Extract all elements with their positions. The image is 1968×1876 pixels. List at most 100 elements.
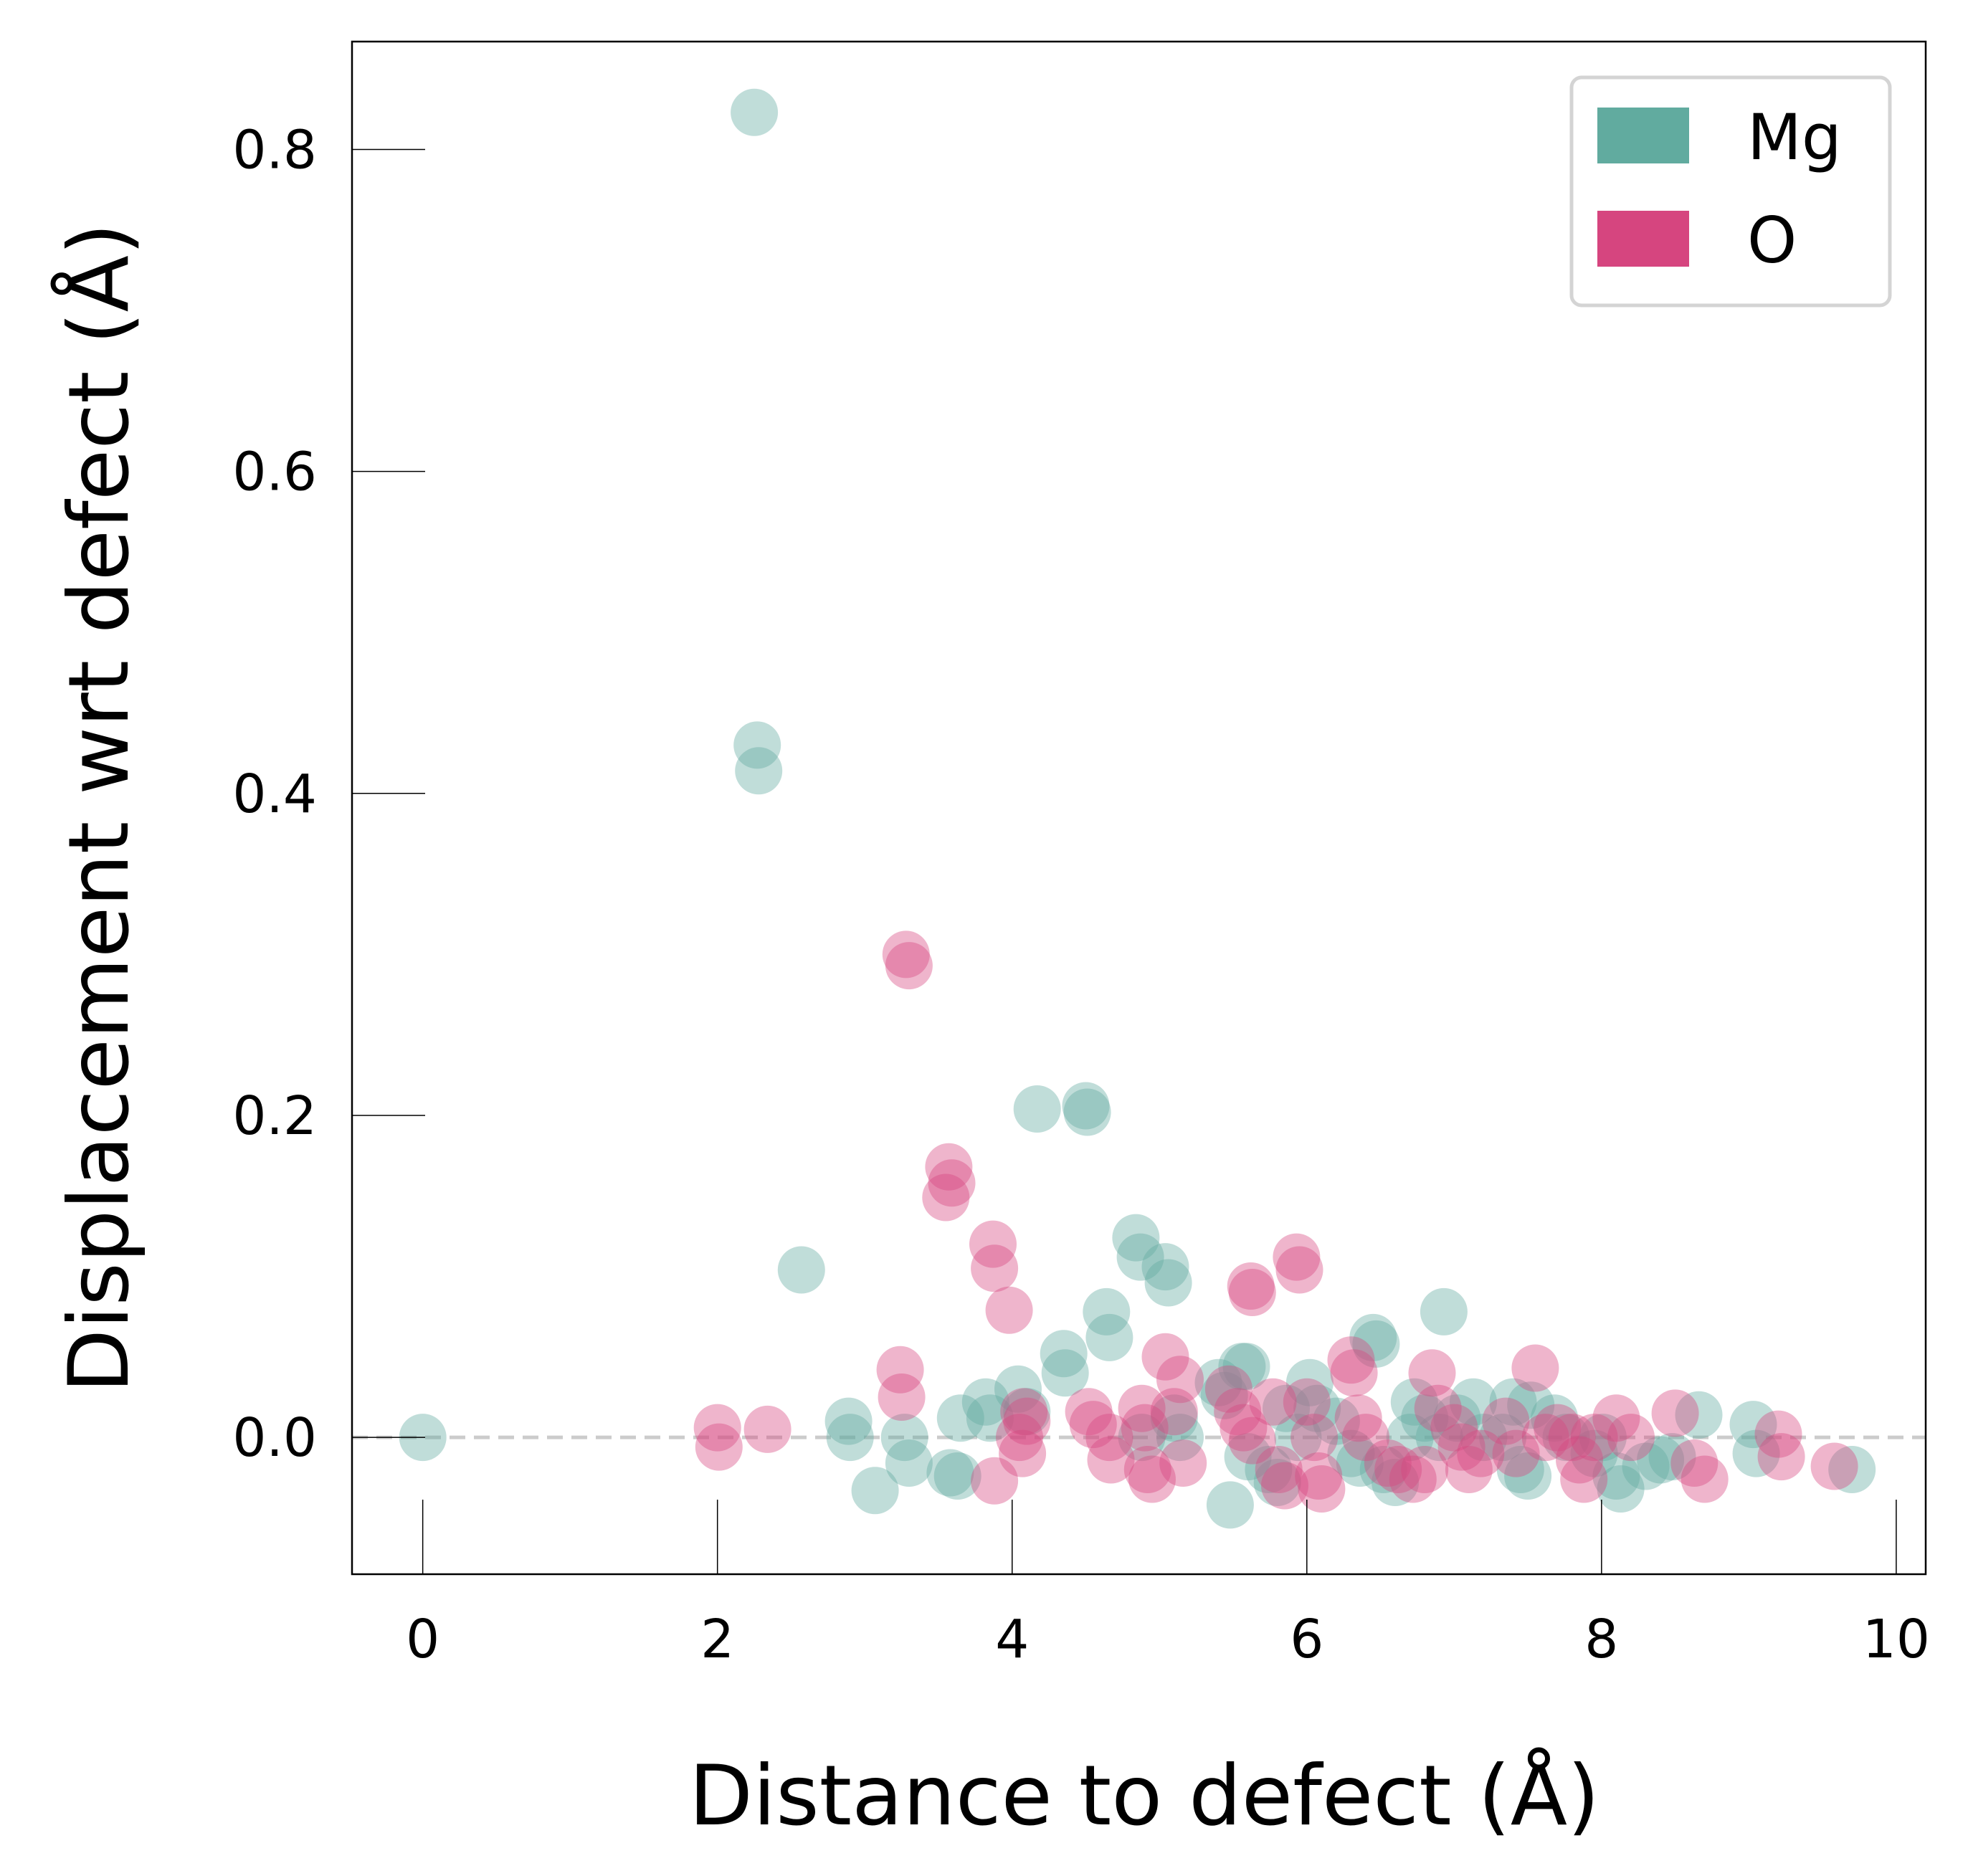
point-mg-52: [1401, 1394, 1449, 1442]
point-o-49: [1364, 1439, 1412, 1487]
point-mg-62: [1507, 1381, 1555, 1429]
point-mg-43: [1312, 1397, 1360, 1445]
x-tick-labels: 0 2 4 6 8 10: [406, 1609, 1930, 1670]
point-o-56: [1437, 1423, 1485, 1471]
point-o-52: [1401, 1446, 1449, 1493]
point-mg-51: [1390, 1378, 1438, 1426]
point-o-48: [1342, 1414, 1389, 1462]
point-mg-15: [994, 1365, 1042, 1413]
point-o-35: [1228, 1416, 1276, 1465]
point-o-40: [1275, 1246, 1323, 1294]
point-o-33: [1227, 1262, 1275, 1310]
point-o-24: [1123, 1446, 1171, 1493]
point-o-65: [1556, 1436, 1603, 1484]
point-o-20: [1085, 1414, 1133, 1462]
point-o-59: [1482, 1397, 1530, 1445]
point-o-19: [1069, 1401, 1117, 1449]
point-o-32: [1220, 1404, 1268, 1452]
point-o-7: [925, 1143, 973, 1191]
point-mg-45: [1336, 1439, 1384, 1487]
series-o: [693, 930, 1858, 1513]
point-o-61: [1511, 1344, 1559, 1392]
point-o-22: [1118, 1384, 1166, 1432]
point-mg-13: [961, 1378, 1009, 1426]
point-mg-11: [933, 1452, 981, 1500]
point-mg-33: [1206, 1481, 1254, 1529]
point-o-2: [743, 1405, 792, 1453]
y-tick-label-0: 0.0: [232, 1407, 317, 1469]
point-o-69: [1607, 1414, 1655, 1462]
point-mg-39: [1263, 1384, 1310, 1432]
point-mg-18: [1040, 1330, 1088, 1378]
x-tick-label-1: 2: [700, 1609, 734, 1670]
point-o-71: [1670, 1439, 1719, 1487]
point-o-6: [885, 942, 933, 990]
point-mg-57: [1460, 1414, 1508, 1462]
point-mg-17: [1013, 1085, 1061, 1133]
point-mg-69: [1622, 1442, 1670, 1490]
point-o-25: [1128, 1455, 1176, 1503]
point-mg-35: [1222, 1343, 1270, 1391]
point-o-15: [1003, 1397, 1051, 1445]
x-axis-label: Distance to defect (Å): [689, 1747, 1600, 1844]
plot-frame: [351, 40, 1927, 1576]
y-tick-label-3: 0.6: [232, 442, 317, 503]
point-mg-47: [1352, 1320, 1400, 1368]
point-mg-42: [1293, 1384, 1341, 1432]
point-mg-66: [1579, 1414, 1627, 1462]
point-mg-23: [1085, 1313, 1133, 1361]
point-o-67: [1570, 1414, 1618, 1462]
point-o-58: [1457, 1429, 1505, 1477]
point-mg-50: [1386, 1414, 1434, 1462]
point-mg-14: [966, 1394, 1014, 1442]
point-mg-1: [731, 88, 779, 136]
point-mg-73: [1729, 1401, 1777, 1449]
point-o-75: [1810, 1442, 1858, 1490]
point-o-37: [1255, 1446, 1303, 1493]
y-tick-labels: 0.0 0.2 0.4 0.6 0.8: [232, 119, 317, 1469]
point-o-62: [1521, 1414, 1569, 1462]
point-mg-2: [733, 721, 781, 769]
point-o-42: [1290, 1414, 1339, 1462]
point-o-18: [1065, 1388, 1113, 1436]
point-o-46: [1330, 1349, 1378, 1397]
point-mg-54: [1420, 1287, 1468, 1335]
point-o-16: [996, 1414, 1043, 1462]
point-o-55: [1430, 1404, 1478, 1452]
point-mg-48: [1359, 1446, 1407, 1493]
point-mg-65: [1570, 1429, 1618, 1477]
point-mg-75: [1828, 1446, 1876, 1493]
y-axis-label: Displacement wrt defect (Å): [50, 223, 148, 1393]
point-mg-70: [1637, 1436, 1685, 1484]
point-o-34: [1228, 1269, 1276, 1316]
point-o-0: [693, 1404, 741, 1452]
point-o-10: [969, 1220, 1017, 1268]
point-mg-67: [1592, 1452, 1640, 1500]
point-o-21: [1087, 1436, 1135, 1484]
point-mg-25: [1116, 1233, 1164, 1281]
point-mg-28: [1144, 1259, 1192, 1307]
point-mg-59: [1489, 1378, 1537, 1426]
point-mg-58: [1479, 1414, 1527, 1462]
point-mg-20: [1062, 1082, 1110, 1130]
x-tick-label-0: 0: [406, 1609, 439, 1670]
point-o-39: [1273, 1233, 1321, 1281]
point-mg-30: [1156, 1414, 1204, 1462]
point-mg-3: [735, 747, 783, 795]
point-mg-60: [1496, 1446, 1544, 1493]
point-o-3: [876, 1346, 924, 1394]
axis-ticks-layer: [352, 148, 1897, 1574]
y-tick-label-4: 0.8: [232, 119, 317, 181]
point-o-5: [882, 930, 930, 979]
legend-swatch-o: [1597, 211, 1689, 267]
point-o-63: [1534, 1404, 1582, 1452]
point-o-11: [971, 1244, 1019, 1292]
legend-label-o: O: [1747, 204, 1797, 277]
point-o-26: [1141, 1333, 1189, 1381]
point-o-30: [1204, 1365, 1252, 1413]
point-o-72: [1681, 1455, 1729, 1503]
point-mg-34: [1218, 1343, 1266, 1391]
point-o-66: [1560, 1455, 1608, 1503]
point-mg-9: [885, 1439, 933, 1487]
